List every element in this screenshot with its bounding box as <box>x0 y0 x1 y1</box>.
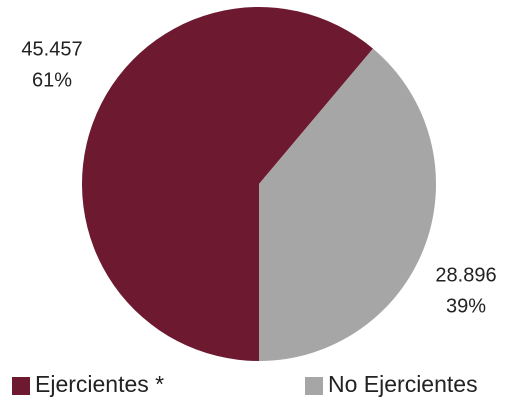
legend-label: No Ejercientes <box>328 371 478 397</box>
pie-slice <box>259 48 436 362</box>
value-label: 45.457 <box>21 38 82 60</box>
value-label: 28.896 <box>435 264 496 286</box>
legend-swatch <box>12 377 30 395</box>
percentage-label: 61% <box>32 69 72 91</box>
legend-label: Ejercientes * <box>35 371 164 397</box>
legend-swatch <box>305 377 323 395</box>
pie-slice <box>81 6 373 362</box>
percentage-label: 39% <box>446 295 486 317</box>
